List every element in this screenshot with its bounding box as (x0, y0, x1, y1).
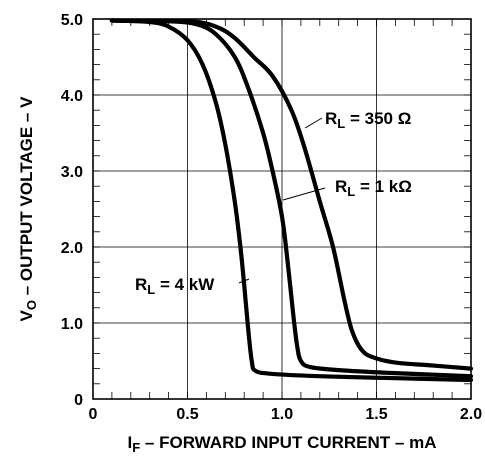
x-tick-label: 0 (89, 406, 98, 423)
y-tick-label: 2.0 (61, 240, 83, 257)
x-axis-title: IF – FORWARD INPUT CURRENT – mA (128, 433, 437, 455)
x-tick-label: 0.5 (176, 406, 198, 423)
y-tick-label: 4.0 (61, 88, 83, 105)
curve-label-1k: RL = 1 kΩ (335, 177, 412, 199)
leader-350 (305, 118, 322, 128)
y-axis-title: VO – OUTPUT VOLTAGE – V (17, 96, 39, 322)
x-tick-label: 1.5 (365, 406, 387, 423)
x-tick-label: 1.0 (271, 406, 293, 423)
series-layer (112, 21, 471, 380)
y-tick-label: 3.0 (61, 164, 83, 181)
curve-label-350: RL = 350 Ω (325, 109, 411, 131)
series-line-rl-4k (112, 21, 471, 380)
curve-label-4k: RL = 4 kW (135, 275, 215, 297)
x-tick-label: 2.0 (460, 406, 482, 423)
y-tick-label: 0 (74, 392, 83, 409)
y-tick-label: 1.0 (61, 316, 83, 333)
y-tick-label: 5.0 (61, 12, 83, 29)
